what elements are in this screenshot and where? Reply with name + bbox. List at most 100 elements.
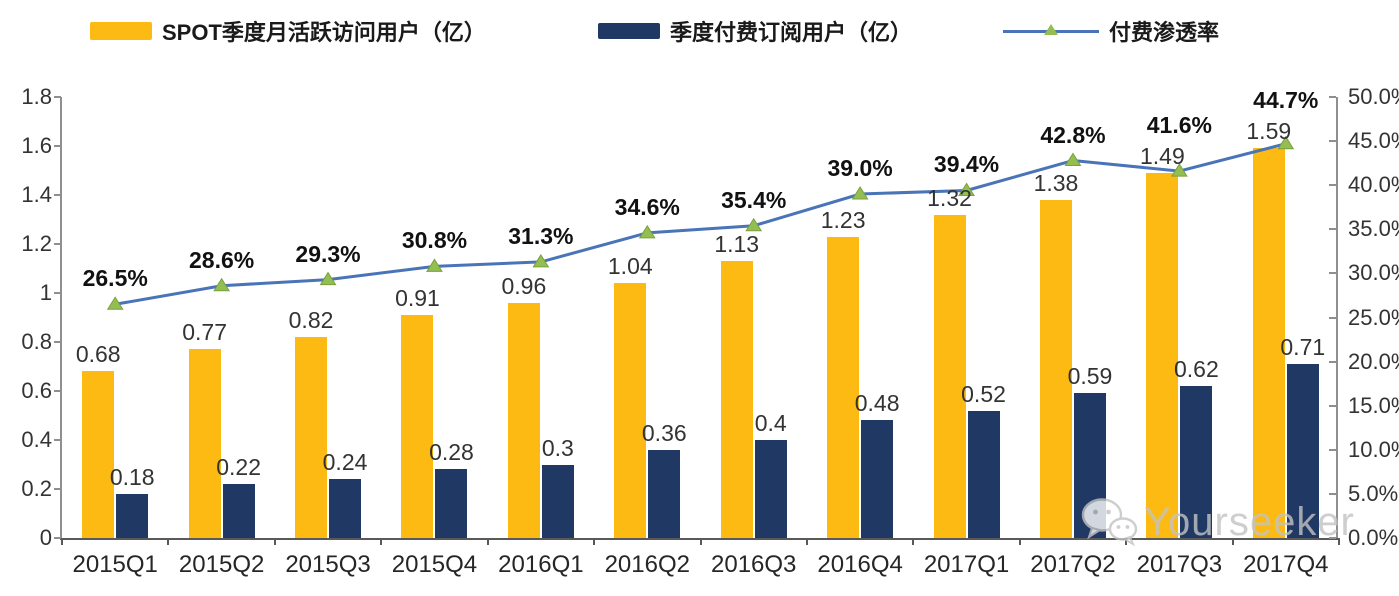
penetration-value-label: 42.8%: [1040, 121, 1106, 148]
mau-bar: [614, 283, 647, 538]
legend-label-penetration: 付费渗透率: [1109, 20, 1220, 45]
right-axis-tick-label: 35.0%: [1348, 216, 1399, 242]
x-axis-tick: [593, 538, 596, 545]
penetration-value-label: 34.6%: [614, 193, 680, 220]
left-axis-tick-label: 1.4: [21, 182, 52, 207]
legend-item-subs: 季度付费订阅用户（亿）: [598, 16, 912, 46]
penetration-value-label: 35.4%: [721, 186, 787, 213]
subs-value-label: 0.22: [216, 454, 261, 481]
mau-value-label: 1.04: [607, 253, 653, 280]
subs-value-label: 0.48: [854, 390, 900, 417]
penetration-value-label: 26.5%: [82, 265, 148, 292]
x-axis-category-label: 2016Q3: [711, 551, 797, 578]
penetration-marker: [213, 277, 231, 292]
right-axis-tick-label: 30.0%: [1348, 260, 1399, 286]
right-axis-tick: [1329, 492, 1336, 495]
subs-bar: [648, 449, 681, 538]
right-axis-tick: [1329, 96, 1336, 98]
left-axis-tick-label: 0.4: [21, 427, 52, 452]
right-axis-tick-label: 0.0%: [1348, 525, 1399, 550]
subs-value-label: 0.18: [109, 463, 155, 490]
right-axis-tick: [1329, 404, 1336, 407]
right-axis-tick-label: 40.0%: [1348, 172, 1399, 198]
right-axis-tick: [1329, 184, 1336, 187]
mau-value-label: 1.38: [1033, 169, 1079, 196]
mau-bar: [82, 371, 115, 538]
x-axis-tick: [486, 538, 489, 545]
subs-value-label: 0.4: [754, 410, 787, 436]
subs-value-label: 0.36: [641, 419, 687, 446]
x-axis-category-label: 2015Q1: [72, 551, 158, 578]
right-axis-tick: [1329, 360, 1336, 363]
mau-value-label: 1.23: [820, 206, 866, 233]
penetration-legend-marker: [1003, 21, 1099, 41]
right-axis-tick-label: 15.0%: [1348, 392, 1399, 418]
subs-bar: [861, 420, 894, 538]
subs-bar: [116, 493, 149, 538]
mau-bar: [401, 315, 434, 538]
left-axis-tick: [54, 341, 61, 343]
x-axis-tick: [273, 538, 276, 545]
x-axis-category-label: 2017Q4: [1243, 551, 1329, 578]
right-axis-tick: [1329, 140, 1336, 143]
x-axis-category-label: 2015Q4: [391, 551, 478, 578]
subs-bar: [967, 410, 1000, 538]
right-axis-tick-label: 20.0%: [1348, 348, 1399, 374]
x-axis-tick: [805, 538, 808, 545]
mau-value-label: 1.13: [714, 231, 760, 258]
legend-label-subs: 季度付费订阅用户（亿）: [670, 20, 913, 45]
subs-bar: [1180, 386, 1213, 538]
left-axis-tick-label: 1.8: [21, 84, 52, 109]
mau-value-label: 0.77: [182, 319, 227, 346]
left-axis-tick: [54, 145, 61, 147]
subs-bar: [754, 440, 787, 538]
mau-bar: [933, 214, 966, 538]
right-axis-tick-label: 10.0%: [1348, 436, 1399, 462]
subs-value-label: 0.28: [429, 439, 474, 466]
x-axis-tick: [1231, 538, 1234, 545]
x-axis-category-label: 2017Q2: [1030, 551, 1116, 578]
penetration-value-label: 39.4%: [933, 151, 1000, 178]
right-axis-tick: [1329, 537, 1336, 539]
left-axis-line: [60, 97, 62, 538]
mau-value-label: 1.59: [1246, 118, 1292, 145]
watermark-text: Yourseeker: [1144, 499, 1355, 544]
left-axis-tick: [54, 194, 61, 196]
mau-value-label: 0.82: [288, 307, 334, 334]
x-axis-category-label: 2016Q4: [817, 551, 903, 578]
subs-value-label: 0.71: [1280, 334, 1326, 361]
subs-bar: [222, 484, 255, 538]
x-axis-tick: [61, 538, 63, 545]
right-axis-tick: [1329, 316, 1336, 319]
left-axis-tick: [54, 439, 61, 441]
subs-value-label: 0.59: [1067, 363, 1113, 390]
penetration-value-label: 29.3%: [295, 240, 361, 267]
legend-label-mau: SPOT季度月活跃访问用户（亿）: [162, 20, 486, 45]
left-axis-tick: [54, 96, 61, 98]
triangle-marker-icon: [1044, 24, 1058, 35]
x-axis-category-label: 2015Q2: [178, 551, 265, 578]
right-axis-tick-label: 25.0%: [1348, 304, 1399, 330]
left-axis-tick: [54, 488, 61, 490]
penetration-marker: [319, 271, 337, 286]
x-axis-tick: [1338, 538, 1340, 545]
left-axis-tick-label: 0.6: [21, 378, 52, 403]
subs-value-label: 0.62: [1173, 356, 1219, 383]
penetration-marker: [532, 253, 550, 268]
left-axis-tick-label: 0.8: [21, 329, 52, 354]
right-axis-tick: [1329, 272, 1336, 275]
penetration-value-label: 31.3%: [508, 222, 574, 249]
penetration-value-label: 39.0%: [827, 155, 893, 182]
mau-bar: [827, 236, 860, 538]
right-axis-tick-label: 5.0%: [1348, 480, 1399, 506]
mau-bar: [295, 337, 328, 538]
left-axis-tick: [54, 292, 61, 294]
x-axis-tick: [699, 538, 702, 545]
right-axis-tick: [1329, 228, 1336, 231]
x-axis-tick: [167, 538, 170, 545]
mau-value-label: 1.49: [1139, 142, 1185, 169]
x-axis-tick: [1018, 538, 1021, 545]
mau-legend-swatch: [90, 22, 152, 40]
wechat-icon: [1081, 498, 1138, 547]
